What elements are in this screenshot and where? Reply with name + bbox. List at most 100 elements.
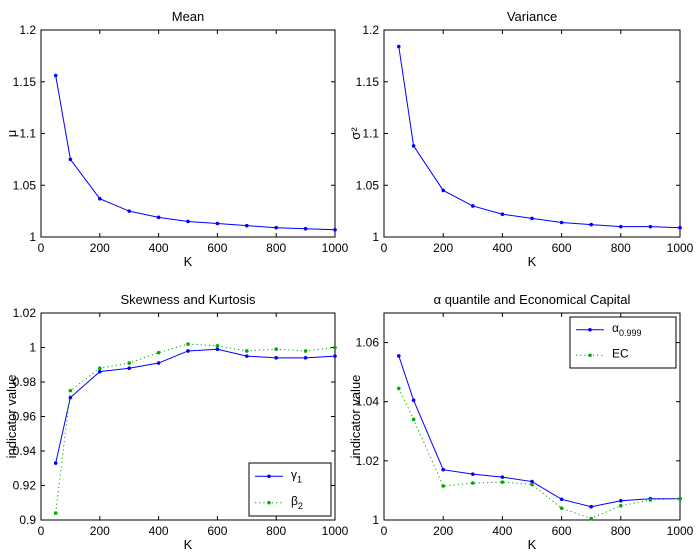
x-axis-label: K (184, 537, 193, 552)
data-point (98, 196, 102, 201)
x-tick-label: 800 (266, 241, 286, 255)
x-tick-label: 1000 (322, 524, 349, 538)
data-point (186, 219, 190, 224)
data-point (274, 356, 279, 360)
data-point (441, 188, 446, 193)
legend: γ1 β2 (248, 462, 332, 517)
y-tick-label: 1.1 (19, 127, 36, 141)
x-tick-label: 1000 (322, 241, 349, 255)
chart-title: Variance (507, 9, 557, 24)
x-tick-label: 200 (433, 524, 453, 538)
x-tick-label: 200 (90, 241, 110, 255)
x-axis-label: K (184, 254, 193, 269)
legend: α0.999 EC (569, 316, 677, 369)
series-line-2 (55, 343, 336, 514)
x-tick-label: 400 (149, 524, 169, 538)
data-point (68, 395, 73, 400)
x-tick-label: 600 (207, 524, 227, 538)
data-point (156, 215, 161, 220)
chart-panel-4: 0 200 400 600 800 1000 1 1.02 1.04 1.06 α quantile… (348, 292, 694, 552)
data-point (53, 461, 58, 465)
legend-marker (267, 474, 271, 479)
data-point (303, 349, 308, 353)
y-tick-label: 1.02 (13, 306, 37, 320)
y-tick-label: 1 (29, 230, 36, 244)
data-point (303, 226, 308, 231)
data-point (127, 366, 131, 371)
data-point (333, 227, 337, 232)
data-point (397, 44, 401, 49)
data-point (589, 516, 593, 521)
data-point (500, 212, 505, 217)
y-tick-label: 1.15 (13, 75, 37, 89)
data-point (397, 354, 401, 358)
x-tick-label: 600 (552, 241, 572, 255)
data-point (411, 144, 416, 148)
data-point (471, 204, 475, 208)
data-point (98, 369, 102, 374)
legend-label: γ1 (291, 467, 302, 484)
x-tick-label: 1000 (667, 524, 694, 538)
data-point (678, 225, 682, 230)
data-point (678, 496, 682, 501)
x-tick-label: 0 (38, 524, 45, 538)
data-point (471, 481, 475, 485)
y-tick-label: 1 (29, 341, 36, 355)
data-point (648, 224, 653, 229)
y-tick-label: 1.02 (356, 454, 380, 468)
legend-label: β2 (291, 494, 303, 511)
data-point (215, 343, 220, 348)
x-tick-label: 800 (611, 524, 631, 538)
y-tick-label: 1 (372, 230, 379, 244)
data-point (530, 482, 534, 487)
legend-marker (267, 500, 271, 505)
x-tick-label: 600 (207, 241, 227, 255)
data-point (411, 417, 416, 422)
data-point (619, 498, 623, 503)
plot-area (40, 29, 336, 238)
chart-title: Skewness and Kurtosis (120, 292, 256, 307)
x-axis-label: K (528, 254, 537, 269)
data-point (530, 479, 534, 484)
y-tick-label: 1.06 (356, 336, 380, 350)
chart-panel-3: 0 200 400 600 800 1000 0.9 0.92 0.94 0.96 0.98 1 1.0… (4, 292, 349, 552)
legend-marker (588, 327, 592, 332)
data-point (127, 361, 131, 365)
y-axis-label: indicator value (348, 375, 363, 459)
data-point (303, 356, 308, 360)
chart-title: Mean (172, 9, 205, 24)
y-axis-label: indicator value (4, 375, 19, 459)
y-tick-label: 1.15 (356, 75, 380, 89)
data-point (559, 497, 564, 502)
x-tick-label: 0 (381, 524, 388, 538)
y-tick-label: 0.96 (13, 410, 37, 424)
data-point (53, 73, 58, 78)
legend-marker (588, 353, 592, 358)
y-tick-label: 0.94 (13, 444, 37, 458)
x-tick-label: 200 (433, 241, 453, 255)
data-point (156, 361, 161, 365)
x-tick-label: 600 (552, 524, 572, 538)
data-point (68, 388, 73, 393)
data-point (274, 225, 279, 230)
y-tick-label: 0.9 (19, 513, 36, 527)
y-tick-label: 1.2 (362, 23, 379, 37)
data-point (156, 350, 161, 355)
data-point (397, 386, 401, 391)
chart-title: α quantile and Economical Capital (434, 292, 631, 307)
data-point (333, 354, 337, 358)
y-tick-label: 0.92 (13, 479, 37, 493)
x-tick-label: 200 (90, 524, 110, 538)
x-tick-label: 0 (381, 241, 388, 255)
data-point (559, 506, 564, 510)
data-point (274, 347, 279, 352)
data-point (500, 480, 505, 484)
y-tick-label: 1.1 (362, 127, 379, 141)
x-tick-label: 1000 (667, 241, 694, 255)
data-point (186, 342, 190, 346)
data-point (186, 349, 190, 353)
data-point (589, 504, 593, 509)
data-point (333, 345, 337, 350)
x-tick-label: 400 (492, 241, 512, 255)
